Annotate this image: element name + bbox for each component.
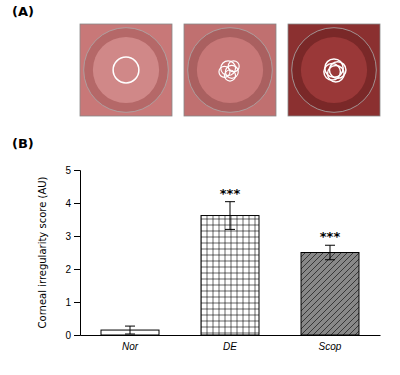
dish-outline [292, 28, 377, 113]
cornea-area [93, 37, 159, 103]
error-bar [225, 202, 235, 230]
y-tick: 2 [65, 264, 80, 275]
cornea-area [301, 37, 367, 103]
error-bar-cap [225, 229, 235, 230]
cornea-image [80, 24, 172, 116]
y-tick: 1 [65, 297, 80, 308]
y-tick-label: 5 [65, 165, 71, 176]
dish-area [188, 28, 273, 113]
y-tick-mark [74, 269, 80, 270]
cornea-area [197, 37, 263, 103]
y-tick-label: 1 [65, 297, 71, 308]
panel-label: (B) [12, 136, 34, 151]
y-tick-label: 2 [65, 264, 71, 275]
significance-label: *** [320, 229, 341, 244]
dish-area [292, 28, 377, 113]
y-tick: 4 [65, 198, 80, 209]
dish-outline [188, 28, 273, 113]
y-tick: 3 [65, 231, 80, 242]
y-tick-mark [74, 170, 80, 171]
opacity-ring [224, 70, 235, 81]
panel-label: (A) [12, 4, 34, 19]
x-tick: Scop [319, 335, 342, 352]
y-tick-label: 4 [65, 198, 71, 209]
image-background [184, 24, 276, 116]
y-axis-line [74, 171, 81, 336]
opacity-ring [328, 65, 345, 82]
x-tick-label: DE [223, 341, 237, 352]
cornea-image [184, 24, 276, 116]
x-axis-line [81, 335, 381, 336]
error-bar-cap [325, 259, 335, 260]
y-axis: 0 1 2 3 4 5 [65, 165, 80, 341]
y-tick: 5 [65, 165, 80, 176]
cornea-image [288, 24, 380, 116]
y-tick-mark [74, 236, 80, 237]
error-bar-cap [125, 334, 135, 335]
bar [201, 216, 259, 335]
dish-area [84, 28, 169, 113]
error-bar-cap [325, 245, 335, 246]
plot-area [101, 202, 359, 335]
image-background [80, 24, 172, 116]
error-bar [325, 245, 335, 260]
image-background [288, 24, 380, 116]
x-tick: Nor [122, 335, 139, 352]
error-bar-line [230, 202, 231, 230]
x-tick-label: Scop [319, 341, 342, 352]
error-bar-line [330, 245, 331, 260]
error-bar-line [130, 326, 131, 334]
chart: 0 1 2 3 4 5 Nor DE Scop Corneal irregularity scor… [0, 0, 400, 375]
opacity-ring [113, 57, 139, 83]
y-axis-label: Corneal irregularity score (AU) [37, 176, 48, 328]
bar [301, 253, 359, 336]
y-tick-mark [74, 335, 80, 336]
y-tick-label: 0 [65, 330, 71, 341]
significance-label: *** [220, 186, 241, 201]
error-bar-cap [125, 326, 135, 327]
x-axis: Nor DE Scop [81, 335, 381, 352]
error-bar-cap [225, 201, 235, 202]
error-bar [125, 326, 135, 334]
dish-outline [84, 28, 169, 113]
y-tick-mark [74, 203, 80, 204]
y-tick-label: 3 [65, 231, 71, 242]
y-tick-mark [74, 302, 80, 303]
y-tick: 0 [65, 330, 80, 341]
x-tick-label: Nor [122, 341, 139, 352]
x-tick: DE [223, 335, 237, 352]
